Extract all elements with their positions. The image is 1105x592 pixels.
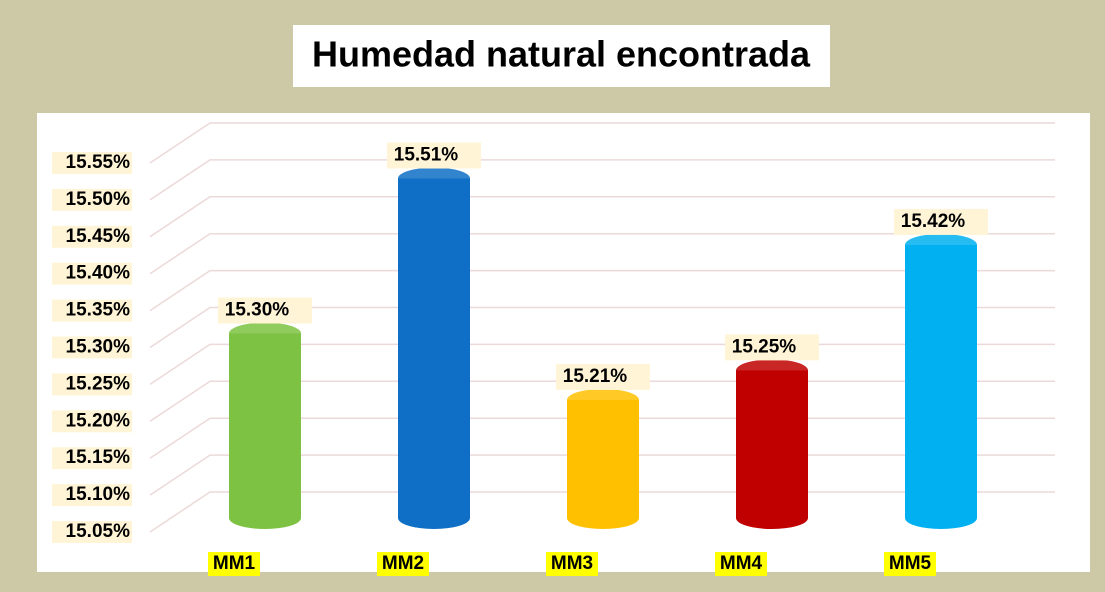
grid-line	[149, 196, 1055, 238]
x-tick-label-bg	[546, 552, 598, 576]
x-tick-label: MM1	[213, 553, 256, 574]
grid-line	[149, 269, 1055, 312]
x-tick-label: MM2	[382, 553, 424, 574]
y-tick-label-bg	[52, 410, 132, 433]
y-tick-label-bg	[52, 373, 132, 396]
value-label: 15.51%	[394, 145, 459, 166]
y-tick-label-bg	[52, 225, 132, 248]
y-tick-label: 15.40%	[66, 263, 131, 284]
x-tick-label-bg	[208, 552, 260, 576]
y-tick-label-bg	[52, 188, 132, 211]
bar	[736, 370, 808, 518]
bar-top	[736, 359, 808, 382]
bar	[567, 399, 639, 518]
value-label-bg	[218, 297, 312, 324]
value-label: 15.21%	[563, 366, 628, 387]
value-label: 15.25%	[732, 336, 797, 357]
y-tick-label-bg	[52, 152, 132, 174]
bar	[229, 333, 301, 518]
grid-line	[149, 122, 1055, 164]
bar-top	[567, 388, 639, 411]
y-tick-label-bg	[52, 336, 132, 359]
value-label: 15.30%	[225, 300, 290, 321]
y-tick-label-bg	[52, 447, 132, 470]
x-tick-label-bg	[377, 552, 429, 576]
grid-line	[149, 232, 1055, 275]
y-tick-label: 15.55%	[66, 152, 131, 173]
value-label-bg	[725, 334, 819, 361]
y-tick-label: 15.05%	[66, 521, 131, 542]
y-tick-label-bg	[52, 521, 132, 543]
x-tick-label: MM3	[551, 553, 593, 574]
bar	[398, 178, 470, 518]
bar-top	[905, 233, 977, 256]
y-tick-label: 15.50%	[66, 189, 131, 210]
y-tick-label-bg	[52, 484, 132, 507]
bar	[905, 244, 977, 518]
y-tick-label: 15.45%	[66, 226, 131, 247]
bar-top	[229, 322, 301, 345]
value-label-bg	[556, 363, 650, 390]
value-label: 15.42%	[901, 211, 966, 232]
x-tick-label: MM5	[889, 553, 932, 574]
y-tick-label-bg	[52, 262, 132, 285]
title-box	[293, 25, 830, 87]
y-tick-label: 15.20%	[66, 410, 131, 431]
value-label-bg	[387, 142, 481, 169]
y-tick-label: 15.10%	[66, 484, 131, 505]
y-tick-label: 15.25%	[66, 373, 131, 394]
y-tick-label: 15.15%	[66, 447, 131, 468]
x-tick-label-bg	[715, 552, 767, 576]
chart-title: Humedad natural encontrada	[312, 34, 811, 75]
value-label-bg	[894, 208, 988, 235]
bar-top	[398, 167, 470, 190]
y-tick-label: 15.30%	[66, 337, 131, 358]
grid-line	[149, 306, 1055, 349]
x-tick-label: MM4	[720, 553, 763, 574]
x-tick-label-bg	[884, 552, 936, 576]
y-tick-label: 15.35%	[66, 300, 131, 321]
grid-line	[149, 159, 1055, 201]
y-tick-label-bg	[52, 299, 132, 322]
